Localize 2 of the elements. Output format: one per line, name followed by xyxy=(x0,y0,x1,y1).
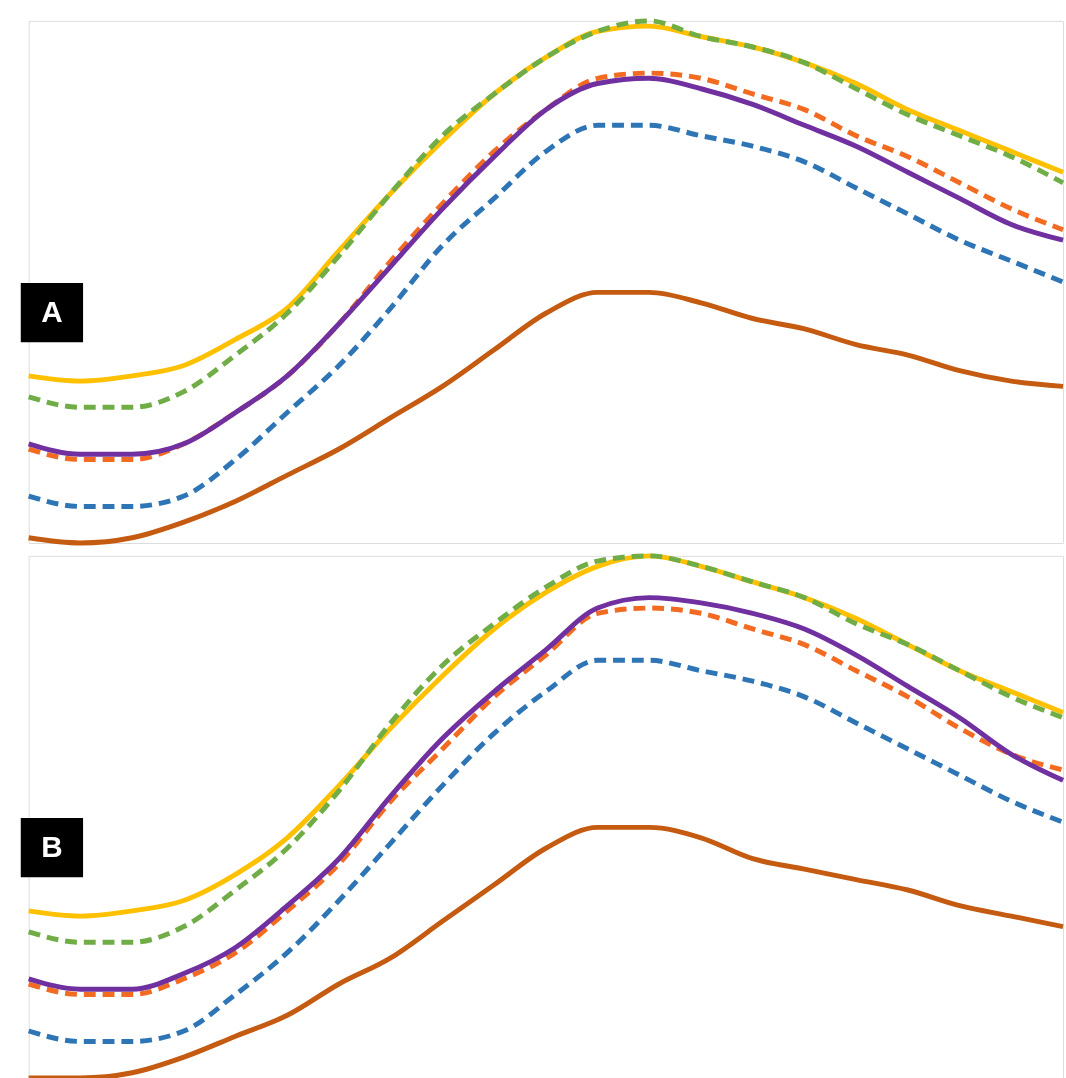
text: B xyxy=(41,830,63,864)
text: A xyxy=(41,295,63,329)
